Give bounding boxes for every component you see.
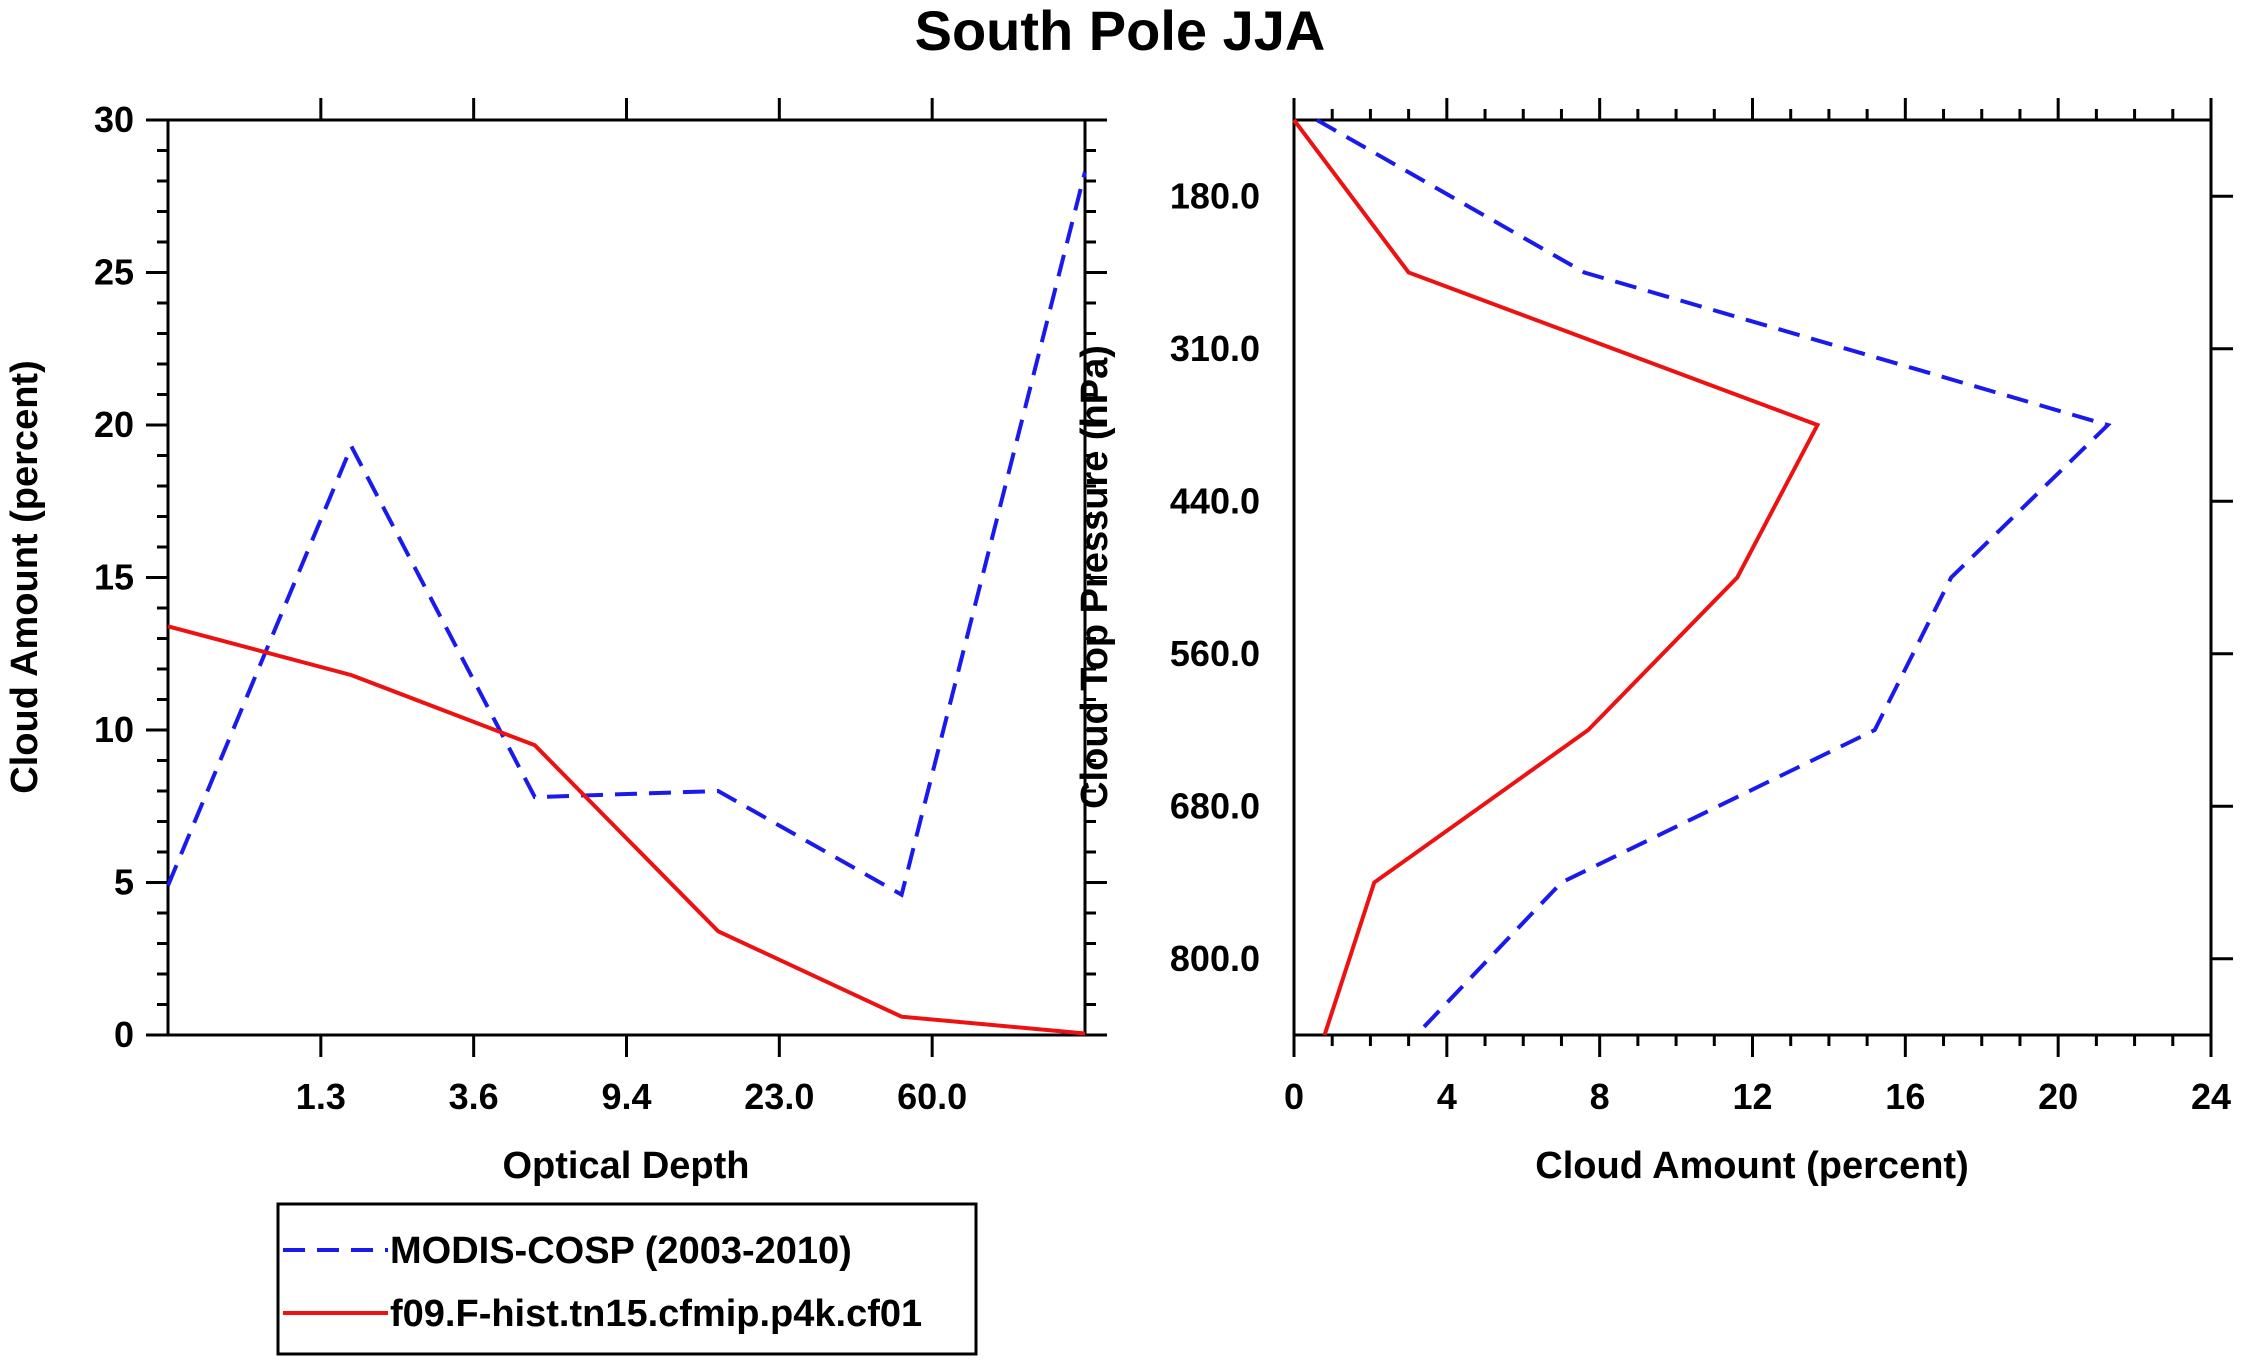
right-x-tick-label: 20 xyxy=(2038,1076,2078,1117)
left-y-tick-label: 0 xyxy=(114,1014,134,1055)
left-ticks: 0 5 10 15 20 25 30 1.3 3.6 9.4 23.0 60.0 xyxy=(94,98,1107,1117)
left-x-tick-label: 23.0 xyxy=(744,1076,814,1117)
right-series-model xyxy=(1292,118,1821,1036)
right-y-tick-label: 560.0 xyxy=(1170,633,1260,674)
right-y-tick-label: 310.0 xyxy=(1170,328,1260,369)
left-y-tick-label: 30 xyxy=(94,99,134,140)
left-series xyxy=(166,171,1087,1036)
right-y-tick-label: 440.0 xyxy=(1170,480,1260,521)
left-y-tick-label: 20 xyxy=(94,404,134,445)
right-x-tick-label: 16 xyxy=(1885,1076,1925,1117)
right-ticks: 0 4 8 12 16 20 24 180.0 310.0 440.0 560.0 680.0 800.… xyxy=(1170,98,2233,1117)
right-series-modis xyxy=(1315,118,2112,1037)
left-x-tick-label: 9.4 xyxy=(601,1076,651,1117)
left-y-tick-label: 15 xyxy=(94,557,134,598)
legend-label-modis: MODIS-COSP (2003-2010) xyxy=(390,1230,852,1272)
left-y-axis-title: Cloud Amount (percent) xyxy=(4,360,46,793)
right-x-tick-label: 0 xyxy=(1284,1076,1304,1117)
right-x-axis-title: Cloud Amount (percent) xyxy=(1535,1145,1968,1187)
legend: MODIS-COSP (2003-2010) f09.F-hist.tn15.c… xyxy=(276,1202,978,1356)
right-x-tick-label: 4 xyxy=(1437,1076,1457,1117)
right-plot-frame xyxy=(1292,118,2213,1037)
legend-label-model: f09.F-hist.tn15.cfmip.p4k.cf01 xyxy=(390,1293,922,1335)
chart-title: South Pole JJA xyxy=(915,0,1326,62)
left-x-tick-label: 60.0 xyxy=(897,1076,967,1117)
left-y-tick-label: 10 xyxy=(94,709,134,750)
right-x-tick-label: 12 xyxy=(1732,1076,1772,1117)
left-panel: 0 5 10 15 20 25 30 1.3 3.6 9.4 23.0 60.0 Optical De… xyxy=(4,98,1107,1187)
right-y-tick-label: 680.0 xyxy=(1170,785,1260,826)
right-series xyxy=(1292,118,2112,1037)
left-y-tick-label: 5 xyxy=(114,862,134,903)
left-x-tick-label: 1.3 xyxy=(296,1076,346,1117)
left-x-axis-title: Optical Depth xyxy=(502,1145,749,1187)
left-x-tick-label: 3.6 xyxy=(449,1076,499,1117)
left-series-modis xyxy=(166,171,1087,898)
left-y-tick-label: 25 xyxy=(94,252,134,293)
left-plot-frame xyxy=(166,118,1087,1037)
right-y-axis-title: Cloud Top Pressure (hPa) xyxy=(1074,345,1116,809)
right-y-tick-label: 800.0 xyxy=(1170,938,1260,979)
right-y-tick-label: 180.0 xyxy=(1170,175,1260,216)
left-series-model xyxy=(167,624,1086,1036)
right-x-tick-label: 8 xyxy=(1590,1076,1610,1117)
right-panel: 0 4 8 12 16 20 24 180.0 310.0 440.0 560.0 680.0 800.… xyxy=(1074,98,2233,1187)
right-x-tick-label: 24 xyxy=(2191,1076,2231,1117)
legend-box xyxy=(276,1202,978,1356)
